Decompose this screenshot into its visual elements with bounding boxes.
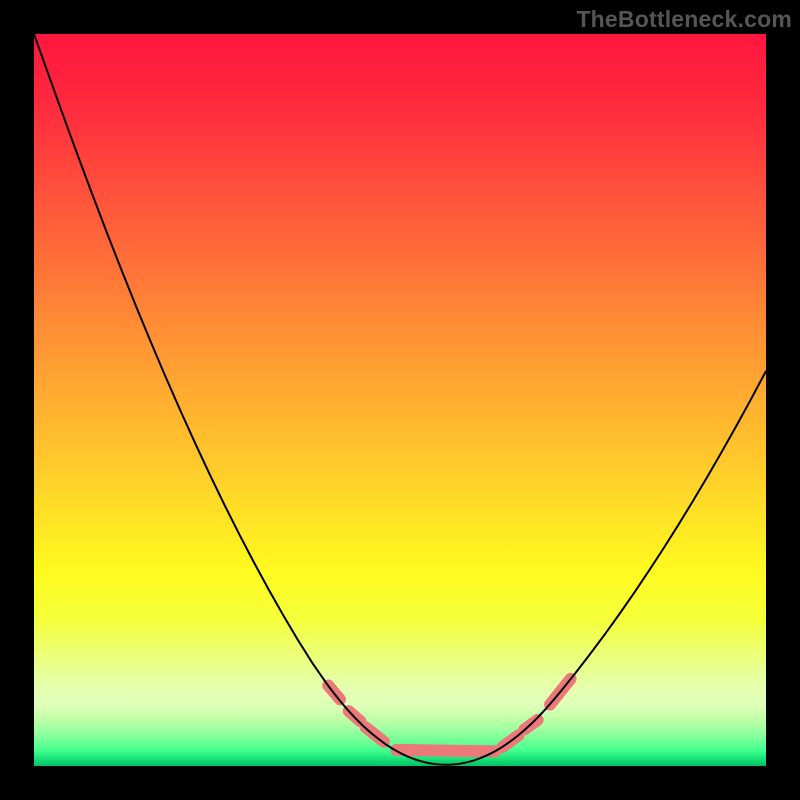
chart-frame: TheBottleneck.com — [0, 0, 800, 800]
plot-svg — [34, 34, 766, 766]
plot-area — [34, 34, 766, 766]
gradient-background — [34, 34, 766, 766]
watermark-text: TheBottleneck.com — [576, 6, 792, 33]
worm-segment — [396, 750, 495, 751]
